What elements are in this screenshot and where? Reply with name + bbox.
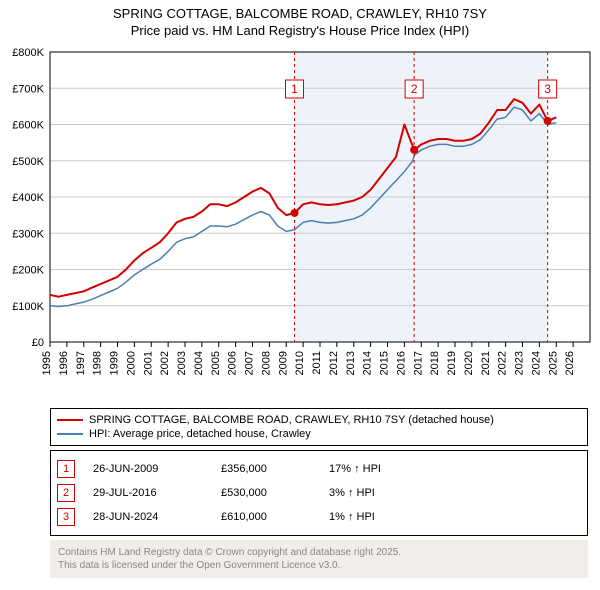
chart: £0 £100K £200K £300K £400K £500K £600K £700K £80…	[0, 42, 600, 402]
sales-table: 1 26-JUN-2009 £356,000 17% ↑ HPI 2 29-JUL-201…	[50, 450, 588, 536]
sale-number-badge: 3	[57, 508, 75, 526]
sales-row: 1 26-JUN-2009 £356,000 17% ↑ HPI	[57, 457, 581, 481]
sale-number-badge: 1	[57, 460, 75, 478]
svg-text:3: 3	[544, 82, 551, 96]
svg-text:2020: 2020	[463, 351, 475, 375]
svg-text:2003: 2003	[176, 351, 188, 375]
legend-row: SPRING COTTAGE, BALCOMBE ROAD, CRAWLEY, …	[57, 413, 581, 427]
legend: SPRING COTTAGE, BALCOMBE ROAD, CRAWLEY, …	[50, 408, 588, 446]
footer-line-1: Contains HM Land Registry data © Crown c…	[58, 546, 580, 559]
svg-text:2015: 2015	[379, 351, 391, 375]
svg-text:2005: 2005	[210, 351, 222, 375]
svg-text:2012: 2012	[328, 351, 340, 375]
svg-text:2019: 2019	[446, 351, 458, 375]
svg-text:2026: 2026	[564, 351, 576, 375]
svg-text:1: 1	[291, 82, 298, 96]
svg-text:2: 2	[411, 82, 418, 96]
svg-text:2014: 2014	[362, 351, 374, 375]
sale-date: 28-JUN-2024	[93, 511, 203, 523]
svg-text:2022: 2022	[497, 351, 509, 375]
svg-text:£300K: £300K	[12, 228, 44, 240]
sale-price: £530,000	[221, 487, 311, 499]
sale-hpi: 3% ↑ HPI	[329, 487, 419, 499]
sale-price: £356,000	[221, 463, 311, 475]
title-line-1: SPRING COTTAGE, BALCOMBE ROAD, CRAWLEY, …	[0, 6, 600, 23]
svg-text:1997: 1997	[75, 351, 87, 375]
svg-text:2006: 2006	[227, 351, 239, 375]
svg-text:1996: 1996	[58, 351, 70, 375]
svg-text:2024: 2024	[530, 351, 542, 375]
svg-text:£800K: £800K	[12, 47, 44, 59]
title-line-2: Price paid vs. HM Land Registry's House …	[0, 23, 600, 40]
svg-text:£200K: £200K	[12, 264, 44, 276]
svg-text:2018: 2018	[429, 351, 441, 375]
svg-text:1995: 1995	[41, 351, 53, 375]
svg-text:£400K: £400K	[12, 192, 44, 204]
svg-text:£500K: £500K	[12, 156, 44, 168]
svg-text:2008: 2008	[260, 351, 272, 375]
svg-text:2002: 2002	[159, 351, 171, 375]
sale-hpi: 17% ↑ HPI	[329, 463, 419, 475]
svg-text:1998: 1998	[92, 351, 104, 375]
svg-text:2001: 2001	[142, 351, 154, 375]
svg-text:2016: 2016	[395, 351, 407, 375]
svg-text:£700K: £700K	[12, 83, 44, 95]
sales-row: 3 28-JUN-2024 £610,000 1% ↑ HPI	[57, 505, 581, 529]
sale-price: £610,000	[221, 511, 311, 523]
legend-swatch	[57, 419, 83, 421]
svg-text:£100K: £100K	[12, 301, 44, 313]
svg-text:2023: 2023	[514, 351, 526, 375]
svg-text:2017: 2017	[412, 351, 424, 375]
svg-text:2021: 2021	[480, 351, 492, 375]
sale-hpi: 1% ↑ HPI	[329, 511, 419, 523]
legend-label: HPI: Average price, detached house, Craw…	[89, 428, 311, 440]
legend-row: HPI: Average price, detached house, Craw…	[57, 427, 581, 441]
svg-text:£0: £0	[32, 337, 44, 349]
sale-number-badge: 2	[57, 484, 75, 502]
legend-swatch	[57, 433, 83, 435]
sale-date: 29-JUL-2016	[93, 487, 203, 499]
sales-row: 2 29-JUL-2016 £530,000 3% ↑ HPI	[57, 481, 581, 505]
svg-text:2004: 2004	[193, 351, 205, 375]
chart-title-block: SPRING COTTAGE, BALCOMBE ROAD, CRAWLEY, …	[0, 0, 600, 42]
svg-text:2013: 2013	[345, 351, 357, 375]
svg-text:2025: 2025	[547, 351, 559, 375]
svg-text:2000: 2000	[125, 351, 137, 375]
page: SPRING COTTAGE, BALCOMBE ROAD, CRAWLEY, …	[0, 0, 600, 578]
footer-line-2: This data is licensed under the Open Gov…	[58, 559, 580, 572]
footer-attribution: Contains HM Land Registry data © Crown c…	[50, 540, 588, 578]
svg-text:2010: 2010	[294, 351, 306, 375]
legend-label: SPRING COTTAGE, BALCOMBE ROAD, CRAWLEY, …	[89, 414, 494, 426]
sale-date: 26-JUN-2009	[93, 463, 203, 475]
chart-svg: £0 £100K £200K £300K £400K £500K £600K £700K £80…	[0, 42, 600, 402]
svg-text:2009: 2009	[277, 351, 289, 375]
svg-text:1999: 1999	[109, 351, 121, 375]
svg-text:2007: 2007	[244, 351, 256, 375]
svg-text:2011: 2011	[311, 351, 323, 375]
svg-text:£600K: £600K	[12, 119, 44, 131]
